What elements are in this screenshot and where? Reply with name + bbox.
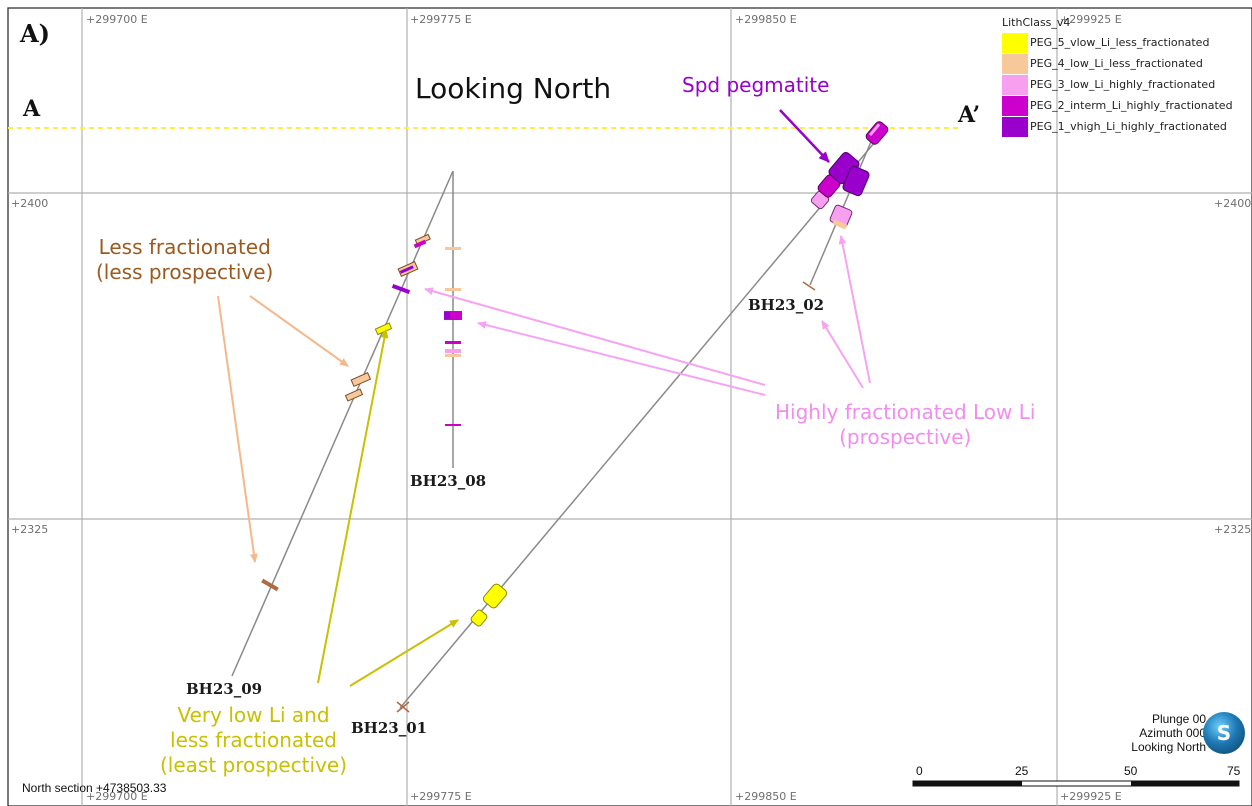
borehole-label-bh23-09: BH23_09 xyxy=(186,680,263,698)
grid-label-top: +299925 E xyxy=(1060,13,1122,26)
interval-peg2 xyxy=(413,239,427,249)
legend-swatch xyxy=(1002,116,1028,137)
interval-peg5 xyxy=(470,609,488,627)
looking-label: Looking North xyxy=(1131,740,1206,754)
legend-item: PEG_5_vlow_Li_less_fractionated xyxy=(998,32,1252,53)
map-frame xyxy=(7,7,1252,806)
scale-tick-label: 0 xyxy=(916,764,923,778)
legend-label: PEG_4_low_Li_less_fractionated xyxy=(1030,57,1203,70)
interval-peg1 xyxy=(842,165,870,197)
interval-peg3 xyxy=(868,123,881,137)
arrow-very-low xyxy=(349,619,459,687)
grid-label-top: +299775 E xyxy=(410,13,472,26)
legend-item: PEG_4_low_Li_less_fractionated xyxy=(998,53,1252,74)
grid-label-bottom: +299775 E xyxy=(410,790,472,803)
scale-bar xyxy=(912,780,1240,787)
interval-peg2 xyxy=(865,121,889,145)
legend: LithClass_v4 PEG_5_vlow_Li_less_fraction… xyxy=(998,14,1252,137)
interval-peg4 xyxy=(350,372,372,388)
compass-icon: S xyxy=(1203,712,1245,754)
interval-peg4 xyxy=(344,388,364,402)
annotation-highly-fractionated: Highly fractionated Low Li (prospective) xyxy=(775,400,1036,449)
interval-peg5 xyxy=(482,583,508,609)
arrow-spd xyxy=(779,109,830,163)
legend-item: PEG_1_vhigh_Li_highly_fractionated xyxy=(998,116,1252,137)
interval-peg5 xyxy=(374,322,393,336)
grid-label-bottom: +299700 E xyxy=(86,790,148,803)
legend-item: PEG_2_interm_Li_highly_fractionated xyxy=(998,95,1252,116)
grid-label-left: +2400 xyxy=(11,197,49,210)
view-title: Looking North xyxy=(415,72,612,105)
grid-label-left: +2325 xyxy=(11,523,49,536)
annotation-less-fractionated: Less fractionated (less prospective) xyxy=(96,235,274,284)
borehole-label-bh23-02: BH23_02 xyxy=(748,296,825,314)
section-end-left: A xyxy=(23,96,41,122)
pegmatite-intervals xyxy=(261,121,889,627)
interval-peg4 xyxy=(445,247,461,250)
annotation-arrows xyxy=(217,109,871,687)
interval-peg1 xyxy=(444,312,450,319)
collar-markers xyxy=(396,281,816,713)
scale-tick-label: 25 xyxy=(1015,764,1029,778)
interval-peg1 xyxy=(391,284,411,294)
arrow-highly-fractionated xyxy=(838,235,871,384)
legend-label: PEG_5_vlow_Li_less_fractionated xyxy=(1030,36,1210,49)
interval-peg4 xyxy=(261,578,279,592)
interval-peg1 xyxy=(399,265,414,274)
arrow-less-fractionated xyxy=(217,295,258,563)
interval-peg2 xyxy=(444,311,462,320)
scale-tick-label: 75 xyxy=(1227,764,1241,778)
borehole-label-bh23-01: BH23_01 xyxy=(351,719,428,737)
trace-bh23-09 xyxy=(231,170,454,677)
legend-swatch xyxy=(1002,95,1028,116)
grid-label-bottom: +299925 E xyxy=(1060,790,1122,803)
grid-label-bottom: +299850 E xyxy=(735,790,797,803)
panel-label: A) xyxy=(20,19,50,48)
legend-label: PEG_1_vhigh_Li_highly_fractionated xyxy=(1030,120,1227,133)
annotation-very-low-li: Very low Li and less fractionated (least… xyxy=(160,703,348,777)
arrow-less-fractionated xyxy=(249,295,349,367)
plunge-label: Plunge 00 xyxy=(1151,712,1206,726)
borehole-label-bh23-08: BH23_08 xyxy=(410,472,487,490)
annotation-spd-pegmatite: Spd pegmatite xyxy=(682,73,830,97)
north-section-label: North section +4738503.33 xyxy=(22,781,167,795)
legend-label: PEG_3_low_Li_highly_fractionated xyxy=(1030,78,1216,91)
grid-label-right: +2400 xyxy=(1214,197,1252,210)
interval-peg4 xyxy=(445,288,461,291)
legend-swatch xyxy=(1002,53,1028,74)
arrow-highly-fractionated xyxy=(477,321,766,396)
legend-item: PEG_3_low_Li_highly_fractionated xyxy=(998,74,1252,95)
interval-peg3 xyxy=(445,349,461,353)
grid-label-top: +299850 E xyxy=(735,13,797,26)
legend-swatch xyxy=(1002,74,1028,95)
interval-peg2 xyxy=(445,424,461,426)
interval-peg4 xyxy=(832,219,848,230)
section-end-right: A’ xyxy=(958,102,981,128)
compass-letter: S xyxy=(1216,721,1232,745)
arrow-highly-fractionated xyxy=(424,287,766,386)
legend-label: PEG_2_interm_Li_highly_fractionated xyxy=(1030,99,1233,112)
grid-lines xyxy=(8,8,1252,806)
scale-tick-label: 50 xyxy=(1124,764,1138,778)
interval-peg4 xyxy=(445,354,461,357)
grid-label-top: +299700 E xyxy=(86,13,148,26)
arrow-very-low xyxy=(317,329,389,684)
legend-swatch xyxy=(1002,32,1028,53)
interval-peg2 xyxy=(445,341,461,344)
azimuth-label: Azimuth 000 xyxy=(1139,726,1206,740)
arrow-highly-fractionated xyxy=(821,320,864,389)
legend-title: LithClass_v4 xyxy=(1002,16,1071,29)
grid-label-right: +2325 xyxy=(1214,523,1252,536)
